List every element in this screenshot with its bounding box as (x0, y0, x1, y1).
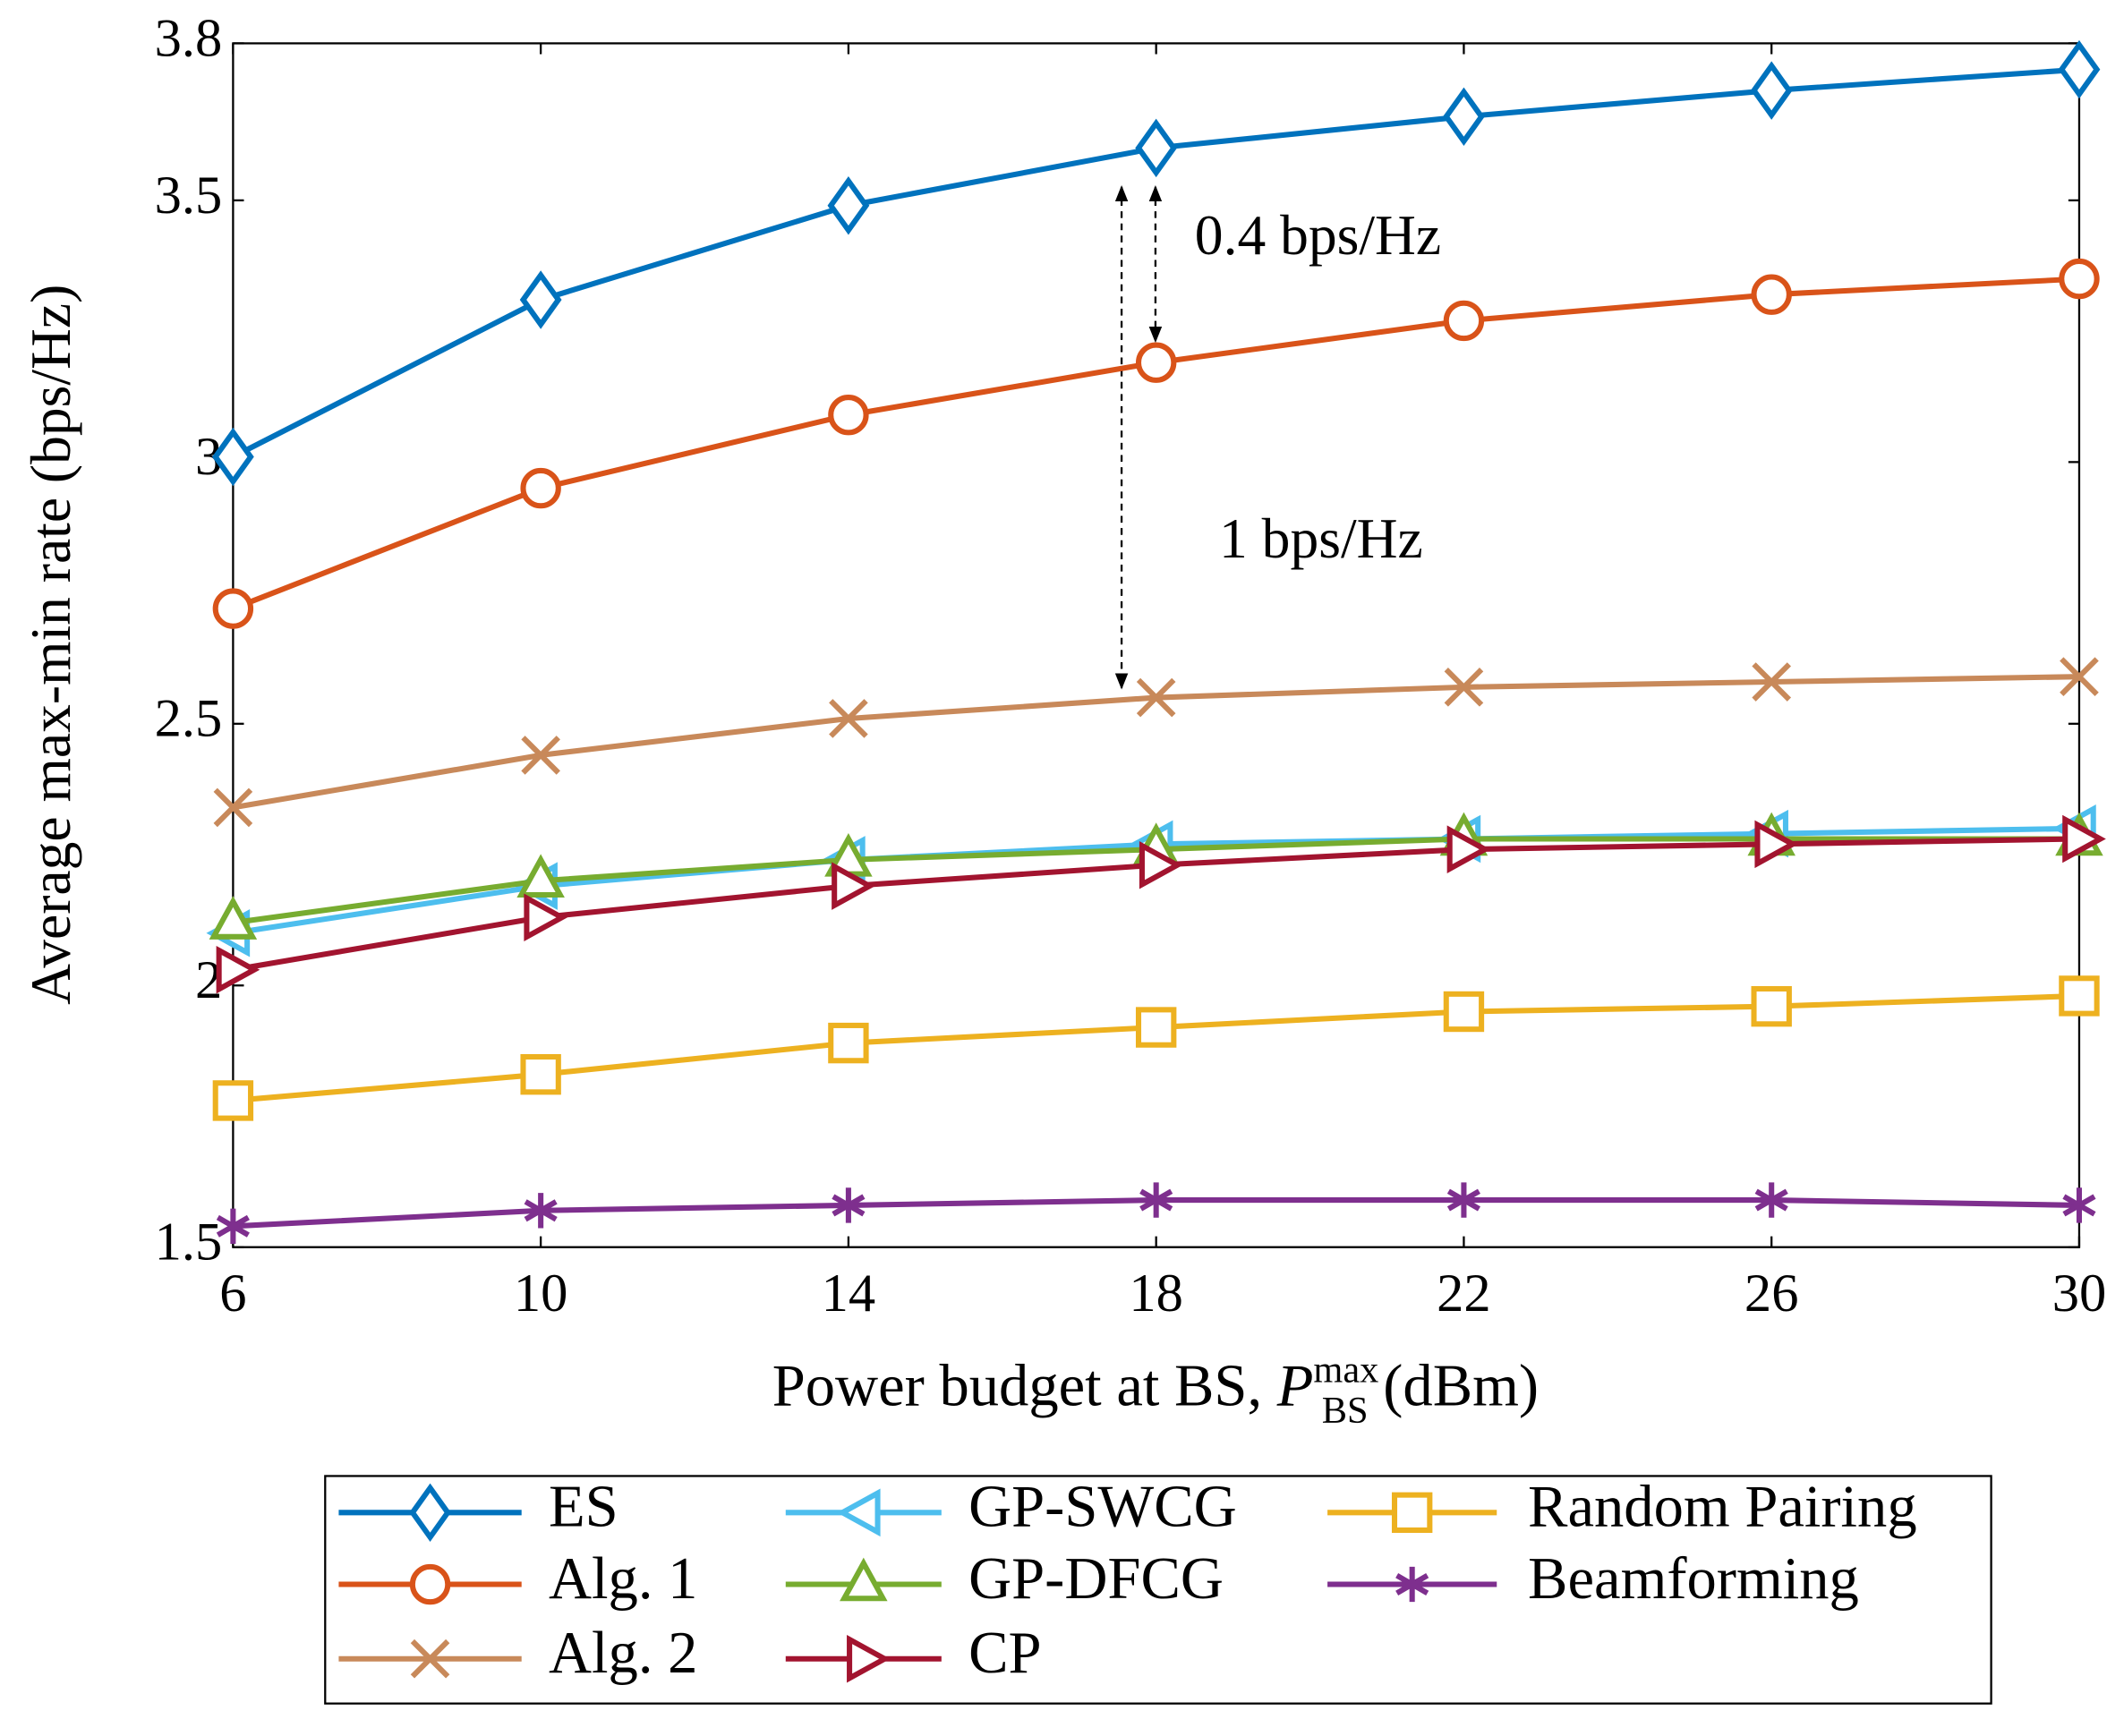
marker (1443, 991, 1485, 1033)
x-tick-label: 22 (1437, 1264, 1491, 1323)
x-label-text: Power budget at BS, (772, 1354, 1277, 1419)
marker (829, 699, 868, 738)
annotation: 0.4 bps/Hz (1195, 203, 1441, 267)
x-tick-label: 26 (1744, 1264, 1799, 1323)
y-axis-label: Average max-min rate (bps/Hz) (19, 285, 82, 1005)
marker (524, 1193, 558, 1229)
marker (2059, 258, 2100, 300)
legend-label: CP (968, 1621, 1041, 1686)
legend-label: Alg. 2 (549, 1621, 697, 1686)
marker (209, 896, 258, 940)
marker (212, 1080, 254, 1121)
marker (1446, 825, 1491, 873)
marker (1135, 118, 1178, 178)
marker (1751, 985, 1792, 1027)
legend-marker (409, 1483, 451, 1543)
marker (1443, 300, 1485, 342)
marker (216, 945, 260, 994)
marker (521, 736, 560, 775)
legend-label: GP-DFCG (968, 1546, 1224, 1612)
marker (832, 862, 875, 910)
legend-marker (1395, 1566, 1429, 1603)
marker (211, 427, 254, 487)
y-tick-label: 3.5 (155, 166, 223, 226)
marker (2059, 975, 2100, 1017)
marker (1443, 87, 1485, 147)
marker (1444, 668, 1484, 707)
marker (216, 1208, 250, 1244)
marker (1751, 274, 1792, 315)
marker (2062, 814, 2106, 864)
legend-label: Random Pairing (1528, 1475, 1917, 1540)
marker (1139, 840, 1183, 889)
marker (828, 395, 869, 436)
legend-marker (1391, 1492, 1433, 1534)
x-tick-label: 10 (514, 1264, 568, 1323)
y-tick-label: 2.5 (155, 689, 223, 749)
legend-marker (410, 1638, 450, 1679)
marker (2058, 39, 2101, 99)
marker (1139, 1182, 1173, 1218)
marker (1752, 662, 1792, 702)
marker (212, 588, 254, 629)
marker (213, 787, 253, 828)
marker (1754, 1182, 1788, 1218)
legend-marker (847, 1634, 891, 1683)
x-label-symbol: P (1276, 1354, 1314, 1419)
legend-marker (836, 1488, 881, 1537)
legend-marker (840, 1557, 888, 1602)
marker (2062, 1187, 2096, 1223)
marker (828, 1022, 869, 1064)
annotation: 1 bps/Hz (1219, 506, 1423, 570)
marker (827, 175, 870, 235)
y-tick-label: 1.5 (155, 1213, 223, 1272)
x-axis-label: Power budget at BS, Pmax BS (dBm) (772, 1349, 1539, 1431)
marker (1136, 677, 1176, 718)
marker (524, 893, 568, 941)
legend (324, 1475, 1992, 1705)
legend-marker (409, 1563, 451, 1605)
marker (2060, 657, 2099, 696)
legend-label: ES (549, 1475, 618, 1540)
x-label-superscript: max (1313, 1349, 1378, 1391)
marker (1446, 1182, 1480, 1218)
x-label-subscript: BS (1322, 1390, 1369, 1432)
x-label-text: (dBm) (1369, 1354, 1539, 1419)
marker (516, 854, 565, 898)
x-tick-label: 14 (822, 1264, 876, 1323)
marker (1750, 61, 1793, 120)
series-line (232, 276, 2080, 611)
marker (1754, 820, 1799, 869)
marker (520, 467, 561, 509)
legend-label: Alg. 1 (549, 1546, 697, 1612)
marker (519, 270, 562, 329)
x-tick-label: 30 (2052, 1264, 2107, 1323)
legend-label: GP-SWCG (968, 1475, 1237, 1540)
marker (520, 1053, 561, 1095)
y-tick-label: 3.8 (155, 8, 223, 68)
marker (832, 1187, 866, 1223)
legend-label: Beamforming (1528, 1546, 1859, 1612)
x-tick-label: 6 (219, 1264, 246, 1323)
marker (1135, 342, 1177, 383)
marker (1135, 1007, 1177, 1048)
x-tick-label: 18 (1129, 1264, 1183, 1323)
